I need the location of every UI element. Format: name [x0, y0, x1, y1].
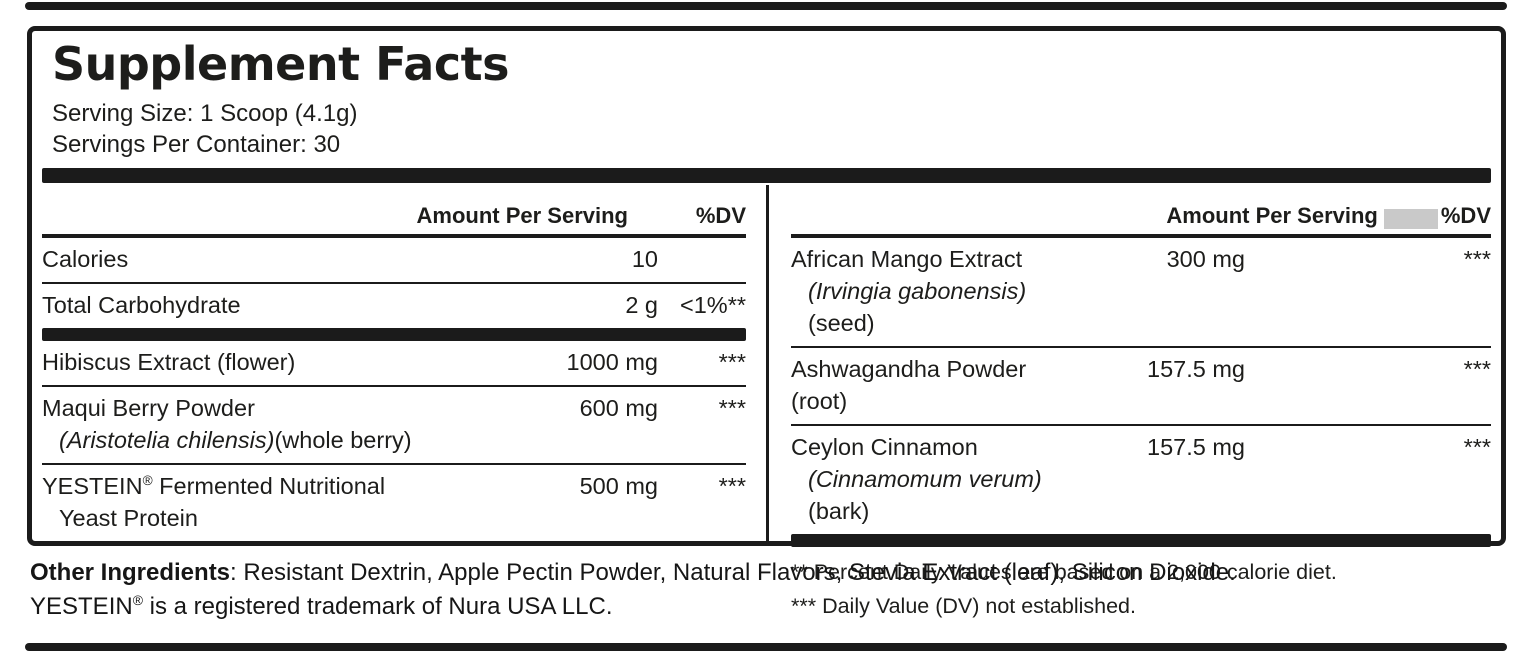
ingredient-row-ashwagandha: Ashwagandha Powder (root) 157.5 mg ***: [791, 348, 1491, 426]
ingredient-amount: 1000 mg: [566, 348, 658, 375]
right-dv-header: %DV: [1440, 202, 1491, 228]
plant-part: (bark): [808, 497, 870, 524]
right-column-header: Amount Per Serving %DV: [791, 185, 1491, 238]
left-amount-header: Amount Per Serving: [416, 202, 628, 228]
other-ingredients-line: Other Ingredients: Resistant Dextrin, Ap…: [30, 556, 1236, 590]
ingredient-row-ceylon-cinnamon: Ceylon Cinnamon (Cinnamomum verum) (bark)…: [791, 426, 1491, 534]
servings-per-container-text: Servings Per Container: 30: [52, 130, 341, 158]
trademark-text: is a registered trademark of Nura USA LL…: [142, 593, 613, 620]
right-column: Amount Per Serving %DV African Mango Ext…: [769, 185, 1491, 618]
registered-mark: ®: [132, 592, 143, 608]
ingredient-row-yestein: YESTEIN® Fermented Nutritional Yeast Pro…: [42, 465, 746, 541]
nutrient-amount: 10: [631, 245, 658, 272]
left-dv-header: %DV: [695, 202, 746, 228]
panel-title: Supplement Facts: [52, 37, 510, 91]
footnote-percent-dv: ** Percent Daily Values are based on a 2…: [791, 559, 1337, 584]
left-section-bar: [42, 327, 746, 341]
nutrient-row-total-carbohydrate: Total Carbohydrate 2 g <1%**: [42, 284, 746, 328]
brand-name: YESTEIN: [30, 593, 133, 620]
ingredient-dv: ***: [1463, 433, 1491, 460]
ingredient-name-line1: YESTEIN® Fermented Nutritional: [42, 470, 472, 502]
footnote-dv-not-established: *** Daily Value (DV) not established.: [791, 593, 1136, 618]
nutrient-dv: [658, 243, 746, 275]
nutrient-name: Total Carbohydrate: [42, 291, 241, 318]
main-divider-bar: [42, 167, 1491, 183]
ingredient-dv: ***: [718, 394, 746, 421]
footnotes: ** Percent Daily Values are based on a 2…: [791, 547, 1491, 623]
left-column-header: Amount Per Serving %DV: [42, 185, 746, 238]
supplement-facts-panel: Supplement Facts Serving Size: 1 Scoop (…: [27, 26, 1506, 618]
ingredient-name-line2: (Irvingia gabonensis) (seed): [791, 275, 1059, 339]
two-column-table: Amount Per Serving %DV Calories 10 Total…: [42, 184, 1491, 618]
right-section-bar: [791, 533, 1491, 547]
registered-mark: ®: [142, 472, 153, 488]
nutrient-amount: 2 g: [625, 291, 658, 318]
nutrient-row-calories: Calories 10: [42, 238, 746, 284]
other-ingredients-block: Other Ingredients: Resistant Dextrin, Ap…: [30, 556, 1236, 624]
ingredient-name-line2: (Cinnamomum verum) (bark): [791, 463, 1059, 527]
nutrient-dv: <1%**: [680, 291, 746, 318]
ingredient-dv: ***: [1463, 355, 1491, 382]
plant-part: (whole berry): [274, 426, 412, 453]
ingredient-name-line2: (Aristotelia chilensis)(whole berry): [42, 424, 472, 456]
ingredient-row-african-mango: African Mango Extract (Irvingia gabonens…: [791, 238, 1491, 348]
ingredient-name: African Mango Extract (Irvingia gabonens…: [791, 243, 1065, 339]
trademark-line: YESTEIN® is a registered trademark of Nu…: [30, 590, 1236, 624]
serving-size-text: Serving Size: 1 Scoop (4.1g): [52, 99, 358, 127]
ingredient-dv: ***: [1463, 245, 1491, 272]
ingredient-name: Ceylon Cinnamon (Cinnamomum verum) (bark): [791, 431, 1065, 527]
ingredient-amount: 600 mg: [579, 394, 658, 421]
ingredient-name: Ashwagandha Powder (root): [791, 355, 1027, 414]
left-column: Amount Per Serving %DV Calories 10 Total…: [42, 184, 769, 541]
latin-name: (Cinnamomum verum): [808, 465, 1042, 492]
ingredient-name: Hibiscus Extract (flower): [42, 348, 296, 375]
gray-placeholder-box: [1383, 208, 1438, 229]
bottom-edge-bar: [25, 643, 1507, 651]
ingredient-name-line1: African Mango Extract: [791, 245, 1023, 272]
ingredient-name: Maqui Berry Powder (Aristotelia chilensi…: [42, 392, 478, 456]
latin-name: (Aristotelia chilensis): [59, 426, 275, 453]
ingredient-name-line1: Maqui Berry Powder: [42, 394, 255, 421]
ingredient-dv: ***: [718, 348, 746, 375]
ingredient-name-rest: Fermented Nutritional: [152, 472, 386, 499]
ingredient-amount: 500 mg: [579, 472, 658, 499]
other-ingredients-list: : Resistant Dextrin, Apple Pectin Powder…: [230, 559, 1236, 586]
top-edge-bar: [25, 2, 1507, 10]
other-ingredients-label: Other Ingredients: [30, 559, 231, 586]
plant-part: (seed): [808, 309, 875, 336]
ingredient-dv: ***: [718, 472, 746, 499]
ingredient-name-line2: Yeast Protein: [59, 504, 198, 531]
ingredient-name-line1: Ceylon Cinnamon: [791, 433, 978, 460]
ingredient-amount: 157.5 mg: [1147, 433, 1245, 460]
brand-name: YESTEIN: [42, 472, 143, 499]
ingredient-amount: 300 mg: [1166, 245, 1245, 272]
latin-name: (Irvingia gabonensis): [808, 277, 1027, 304]
ingredient-row-maqui-berry: Maqui Berry Powder (Aristotelia chilensi…: [42, 387, 746, 465]
nutrient-name: Calories: [42, 245, 129, 272]
ingredient-amount: 157.5 mg: [1147, 355, 1245, 382]
right-amount-header: Amount Per Serving: [1166, 202, 1378, 228]
ingredient-name: YESTEIN® Fermented Nutritional Yeast Pro…: [42, 470, 478, 534]
ingredient-row-hibiscus: Hibiscus Extract (flower) 1000 mg ***: [42, 341, 746, 387]
